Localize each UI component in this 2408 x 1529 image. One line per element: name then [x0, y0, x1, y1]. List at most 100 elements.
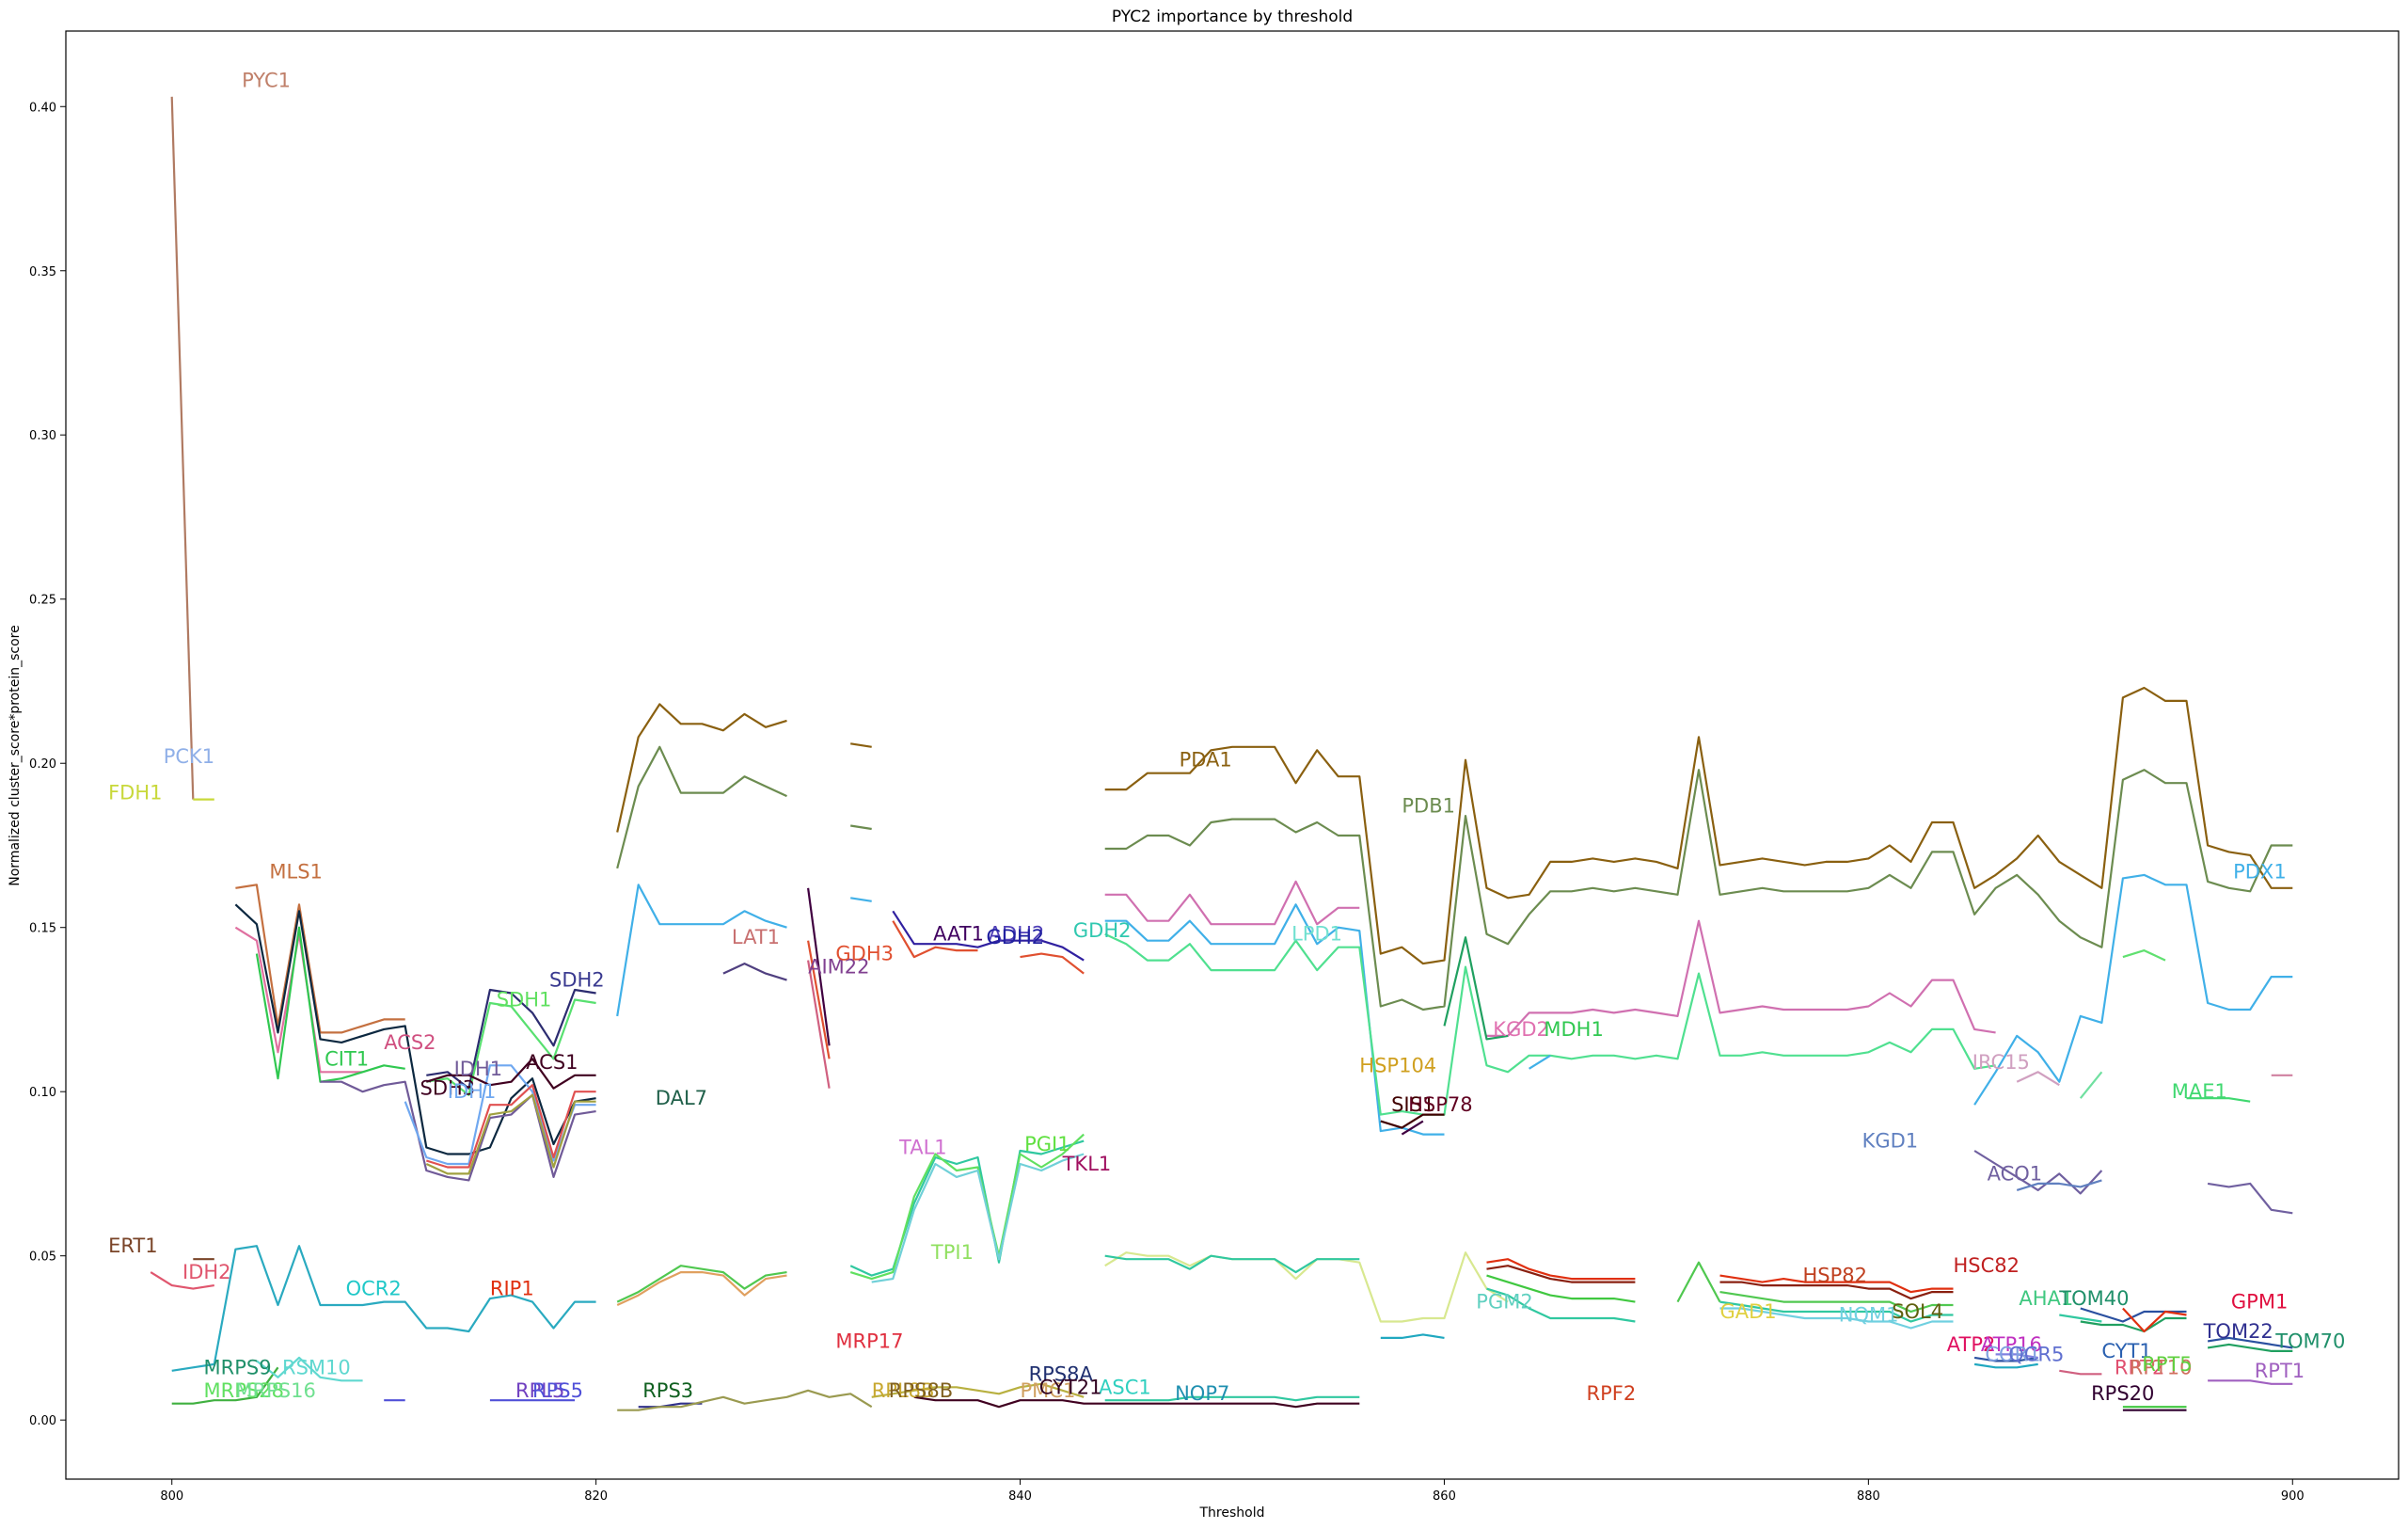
series-line-17 [425, 1058, 596, 1090]
series-label-76: PMC1 [1021, 1379, 1076, 1402]
series-label-23: RPS3 [642, 1379, 693, 1402]
series-line-49 [1529, 1054, 1551, 1070]
series-line-59 [1380, 1113, 1445, 1129]
series-line-56 [1973, 1150, 2103, 1195]
series-label-65: RPT10 [2130, 1356, 2193, 1378]
series-label-43: SIS1 [1391, 1093, 1434, 1116]
series-label-28: RPL8B [872, 1379, 935, 1402]
series-label-12: SDH3 [420, 1077, 476, 1100]
series-line-7 [235, 884, 405, 1034]
y-tick-label: 0.10 [29, 1086, 56, 1100]
x-tick-label: 800 [160, 1489, 183, 1504]
x-axis: 800 820 840 860 880 900 [160, 1479, 2305, 1504]
series-label-63: CYT1 [2101, 1340, 2151, 1362]
series-line-68 [1380, 1333, 1445, 1340]
series-line-14 [425, 1093, 596, 1175]
series-line-35 [849, 1133, 1085, 1281]
y-tick-label: 0.05 [29, 1250, 56, 1265]
series-label-46: MDH1 [1544, 1018, 1603, 1041]
series-label-31: TPI1 [930, 1241, 974, 1264]
series-label-45: KGD2 [1493, 1018, 1549, 1041]
series-label-7: MRPS28 [204, 1379, 284, 1402]
series-label-75: NOP7 [1175, 1382, 1229, 1405]
series-label-59: ATP2 [1947, 1333, 1996, 1356]
series-line-79 [2080, 1316, 2187, 1333]
series-label-3: MLS1 [269, 860, 323, 883]
series-label-15: OCR2 [346, 1278, 402, 1300]
series-line-74 [1719, 1307, 1954, 1330]
series-line-16 [426, 998, 596, 1096]
series-label-33: ADH2 [989, 923, 1045, 946]
series-label-54: KGD1 [1862, 1130, 1919, 1153]
series-label-53: HSC82 [1954, 1254, 2020, 1277]
series-label-10: CIT1 [325, 1047, 369, 1070]
series-line-33 [807, 960, 831, 1089]
series-line-27 [617, 1389, 873, 1411]
x-tick-label: 820 [584, 1489, 608, 1504]
plot-lines [150, 96, 2293, 1411]
series-line-38 [913, 1395, 1360, 1409]
series-label-38: RPS8A [1029, 1362, 1094, 1385]
series-line-5 [171, 1366, 279, 1405]
series-label-68: GPM1 [2231, 1291, 2288, 1314]
series-line-29 [850, 824, 872, 831]
series-label-0: PYC1 [242, 69, 291, 91]
series-label-40: LPD1 [1291, 923, 1342, 946]
y-tick-label: 0.25 [29, 594, 56, 608]
series-label-5: IDH2 [182, 1261, 231, 1283]
series-label-21: RPS5 [532, 1379, 583, 1402]
series-label-62: QCR5 [2008, 1343, 2064, 1365]
series-line-64 [1486, 1258, 1636, 1281]
series-line-58 [2207, 1182, 2293, 1215]
series-line-13 [425, 1084, 596, 1169]
series-label-47: PGM2 [1476, 1291, 1532, 1314]
series-label-14: IDH1 [448, 1080, 497, 1103]
series-line-11 [320, 1080, 596, 1182]
y-tick-label: 0.35 [29, 265, 56, 279]
series-line-75 [1973, 1356, 2038, 1362]
series-label-24: LAT1 [732, 926, 780, 948]
series-label-6: MRPS9 [204, 1356, 272, 1378]
series-label-26: GDH3 [835, 943, 894, 965]
axes-frame [65, 30, 2400, 1480]
series-label-51: NQM1 [1839, 1304, 1899, 1327]
series-line-66 [1486, 1274, 1636, 1303]
series-label-37: TKL1 [1062, 1153, 1112, 1175]
series-label-30: TAL1 [898, 1137, 947, 1159]
y-tick-label: 0.00 [29, 1414, 56, 1428]
series-label-20: RPL5 [515, 1379, 564, 1402]
series-label-13: IDH1 [454, 1058, 503, 1080]
series-label-70: TOM70 [2274, 1330, 2345, 1352]
series-label-74: ASC1 [1099, 1376, 1151, 1398]
series-label-60: ATP16 [1981, 1333, 2042, 1356]
series-label-56: IRC15 [1972, 1051, 2030, 1074]
series-line-82 [2207, 1336, 2293, 1349]
series-line-48 [1443, 936, 1509, 1041]
series-line-36 [871, 1153, 1085, 1283]
series-line-40 [892, 920, 978, 959]
series-line-50 [1973, 873, 2293, 1106]
series-line-28 [850, 742, 872, 748]
series-line-77 [1995, 1353, 2038, 1359]
series-label-18: SDH2 [549, 969, 605, 992]
series-label-41: PDB1 [1402, 795, 1455, 818]
series-line-39 [892, 910, 1085, 962]
series-label-32: AAT1 [933, 923, 984, 946]
series-line-0 [170, 96, 195, 800]
series-line-32 [807, 940, 831, 1059]
series-line-57 [2016, 1179, 2102, 1191]
series-line-54 [2186, 1097, 2251, 1103]
series-label-17: SDH1 [497, 989, 552, 1011]
x-tick-label: 900 [2281, 1489, 2305, 1504]
series-line-67 [1486, 1287, 1636, 1323]
series-label-73: PDX1 [2233, 860, 2287, 883]
series-line-37 [871, 1382, 1085, 1398]
series-line-60 [1401, 1120, 1424, 1136]
series-label-58: TOM40 [2058, 1287, 2129, 1310]
series-line-87 [2208, 1379, 2293, 1385]
series-label-72: MAE1 [2172, 1080, 2227, 1103]
series-label-34: GDH2 [987, 926, 1045, 948]
series-line-69 [1676, 1261, 1721, 1303]
